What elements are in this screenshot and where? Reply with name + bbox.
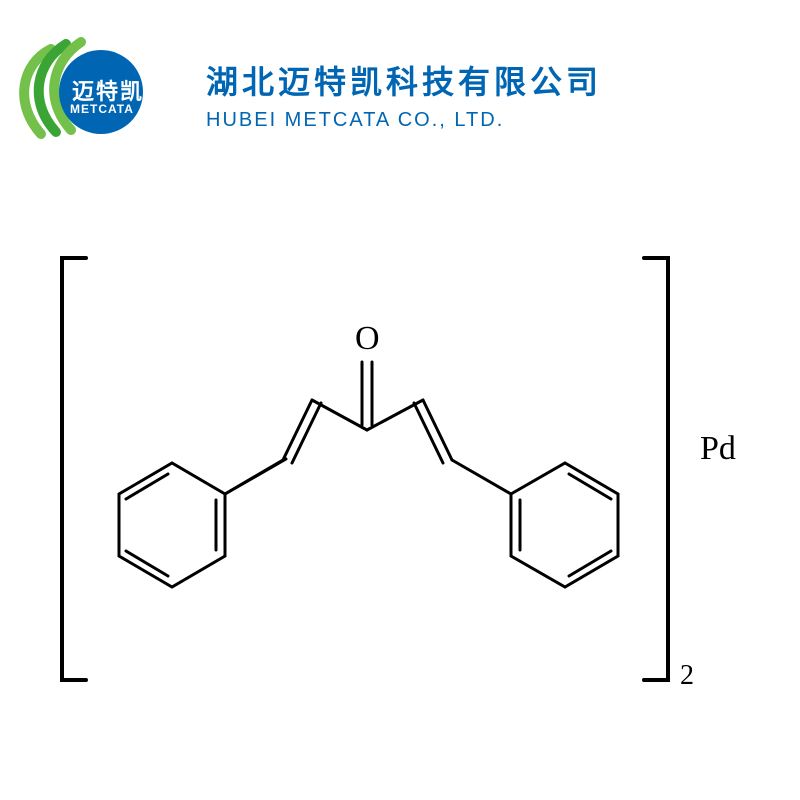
stoichiometry-subscript: 2 xyxy=(680,660,694,692)
company-logo: 迈特凯 METCATA xyxy=(16,34,166,154)
company-name-block: 湖北迈特凯科技有限公司 HUBEI METCATA CO., LTD. xyxy=(206,57,602,132)
benzene-ring-right xyxy=(511,463,618,587)
logo-en-label: METCATA xyxy=(70,102,134,116)
conjugated-chain xyxy=(225,459,286,494)
company-name-en: HUBEI METCATA CO., LTD. xyxy=(206,109,602,132)
canvas: 迈特凯 METCATA 湖北迈特凯科技有限公司 HUBEI METCATA CO… xyxy=(0,0,800,800)
dba-chain xyxy=(225,362,511,494)
bracket-left-icon xyxy=(62,258,86,680)
oxygen-atom-label: O xyxy=(355,320,380,358)
benzene-ring-left xyxy=(119,463,225,587)
element-pd-label: Pd xyxy=(700,430,736,468)
company-name-cn: 湖北迈特凯科技有限公司 xyxy=(206,57,602,103)
header: 迈特凯 METCATA 湖北迈特凯科技有限公司 HUBEI METCATA CO… xyxy=(16,34,784,154)
bracket-right-icon xyxy=(644,258,668,680)
